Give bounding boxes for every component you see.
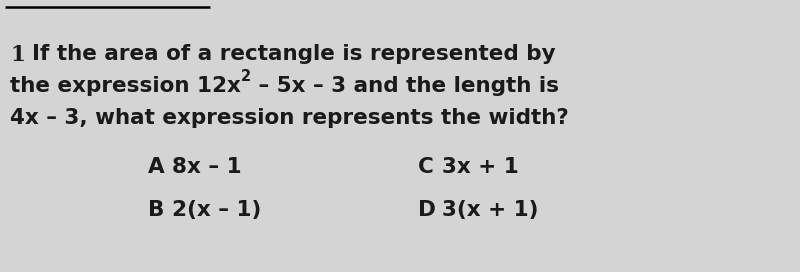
Text: 8x – 1: 8x – 1 [172,157,242,177]
Text: 3(x + 1): 3(x + 1) [442,200,538,220]
Text: – 5x – 3 and the length is: – 5x – 3 and the length is [251,76,559,96]
Text: 2: 2 [241,69,251,84]
Text: B: B [148,200,164,220]
Text: A: A [148,157,165,177]
Text: If the area of a rectangle is represented by: If the area of a rectangle is represente… [32,44,556,64]
Text: the expression 12x: the expression 12x [10,76,241,96]
Text: 4x – 3, what expression represents the width?: 4x – 3, what expression represents the w… [10,108,569,128]
Text: 2(x – 1): 2(x – 1) [172,200,262,220]
Text: 3x + 1: 3x + 1 [442,157,518,177]
Text: D: D [418,200,436,220]
Text: C: C [418,157,434,177]
Text: 1: 1 [10,44,25,66]
